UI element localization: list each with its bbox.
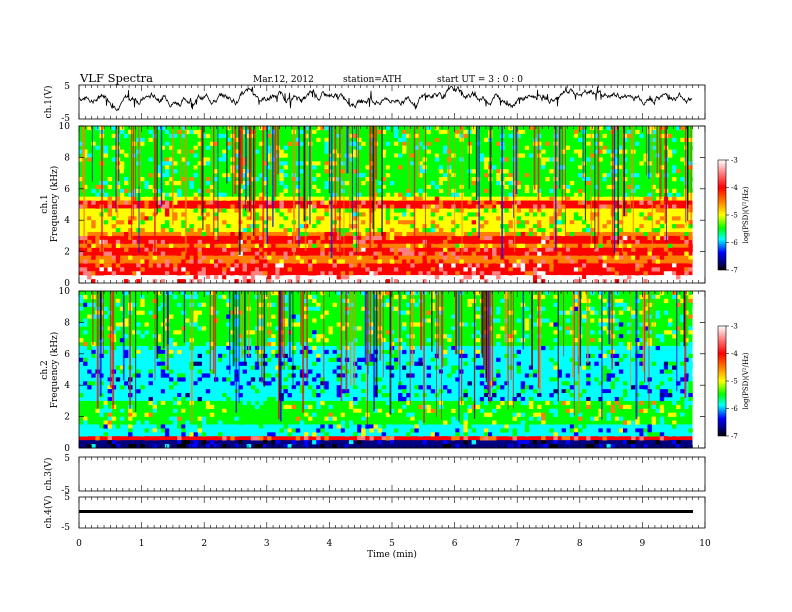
frequency-tick-label: 6 xyxy=(64,350,70,360)
ch1-spectrogram-title: ch.1 xyxy=(40,194,50,213)
ch2-colorbar-label: log(PSD)(V²/Hz) xyxy=(742,352,750,409)
time-tick-label: 7 xyxy=(514,539,520,549)
time-tick-label: 6 xyxy=(452,539,458,549)
ch1-frequency-ticks: 10 8 6 4 2 0 xyxy=(59,122,705,289)
ch3-ytick-bottom: -5 xyxy=(61,486,70,496)
ch4-ytick-bottom: -5 xyxy=(61,523,70,533)
time-tick-label: 1 xyxy=(139,539,145,549)
colorbar-tick-label: -5 xyxy=(731,212,738,220)
frequency-tick-label: 8 xyxy=(64,153,70,163)
colorbar-tick-label: -7 xyxy=(731,267,738,275)
header-start-time: start UT = 3 : 0 : 0 xyxy=(437,75,523,85)
time-tick-label: 0 xyxy=(76,539,82,549)
ch1-colorbar-ticks: -3 -4 -5 -6 -7 xyxy=(726,157,738,275)
ch1-ytick-top: 5 xyxy=(64,82,70,92)
time-axis-labels: 0 1 2 3 4 5 6 7 8 9 10 xyxy=(76,539,711,549)
ch2-spectrogram-image xyxy=(79,291,693,449)
colorbar-tick-label: -6 xyxy=(731,239,738,247)
header-date: Mar.12, 2012 xyxy=(253,75,314,85)
frequency-tick-label: 0 xyxy=(64,279,70,289)
colorbar-tick-label: -7 xyxy=(731,433,738,441)
ch1-ytick-bottom: -5 xyxy=(61,114,70,124)
frequency-tick-label: 8 xyxy=(64,318,70,328)
time-tick-label: 4 xyxy=(327,539,333,549)
colorbar-tick-label: -4 xyxy=(731,350,738,358)
frequency-tick-label: 4 xyxy=(64,216,70,226)
ch2-spectrogram-panel: ch.2 Frequency (kHz) 10 8 6 4 2 0 xyxy=(40,287,706,454)
colorbar-tick-label: -4 xyxy=(731,184,738,192)
figure-title: VLF Spectra xyxy=(79,71,153,85)
ch4-waveform-panel: ch.4(V) 5 -5 xyxy=(43,493,706,533)
time-axis-ticks xyxy=(78,85,706,528)
ch1-waveform-line xyxy=(78,85,693,111)
time-axis-label: Time (min) xyxy=(367,549,417,560)
time-tick-label: 5 xyxy=(389,539,395,549)
ch1-spectrogram-image xyxy=(79,126,693,284)
ch2-colorbar-ticks: -3 -4 -5 -6 -7 xyxy=(726,323,738,441)
ch2-colorbar: -3 -4 -5 -6 -7 log(PSD)(V²/Hz) xyxy=(717,323,750,441)
colorbar-tick-label: -6 xyxy=(731,405,738,413)
ch1-colorbar: -3 -4 -5 -6 -7 log(PSD)(V²/Hz) xyxy=(717,157,750,275)
ch1-frequency-ylabel: Frequency (kHz) xyxy=(49,166,60,243)
time-tick-label: 8 xyxy=(577,539,583,549)
time-tick-label: 3 xyxy=(264,539,270,549)
colorbar-tick-label: -5 xyxy=(731,378,738,386)
ch2-frequency-ticks: 10 8 6 4 2 0 xyxy=(59,287,705,454)
ch2-frequency-ylabel: Frequency (kHz) xyxy=(49,332,60,409)
header-station: station=ATH xyxy=(343,75,402,85)
ch3-waveform-panel: ch.3(V) 5 -5 xyxy=(43,454,706,496)
ch4-ytick-top: 5 xyxy=(64,493,70,503)
ch1-waveform-ylabel: ch.1(V) xyxy=(43,86,54,119)
ch1-spectrogram-panel: ch.1 Frequency (kHz) 10 8 6 4 2 0 xyxy=(40,122,706,289)
frequency-tick-label: 10 xyxy=(59,122,71,132)
ch2-spectrogram-title: ch.2 xyxy=(40,360,50,379)
ch4-waveform-ylabel: ch.4(V) xyxy=(43,496,54,529)
frequency-tick-label: 4 xyxy=(64,381,70,391)
colorbar-tick-label: -3 xyxy=(731,157,738,165)
time-tick-label: 10 xyxy=(699,539,711,549)
colorbar-tick-label: -3 xyxy=(731,323,738,331)
frequency-tick-label: 2 xyxy=(64,248,70,258)
time-tick-label: 2 xyxy=(201,539,207,549)
ch3-ytick-top: 5 xyxy=(64,454,70,464)
ch4-waveform-line xyxy=(79,510,693,513)
frequency-tick-label: 6 xyxy=(64,185,70,195)
ch1-waveform-panel: ch.1(V) 5 -5 xyxy=(43,82,706,124)
frequency-tick-label: 2 xyxy=(64,413,70,423)
frequency-tick-label: 0 xyxy=(64,444,70,454)
ch1-colorbar-label: log(PSD)(V²/Hz) xyxy=(742,186,750,243)
time-tick-label: 9 xyxy=(640,539,646,549)
frequency-tick-label: 10 xyxy=(59,287,71,297)
ch3-waveform-ylabel: ch.3(V) xyxy=(43,458,54,491)
